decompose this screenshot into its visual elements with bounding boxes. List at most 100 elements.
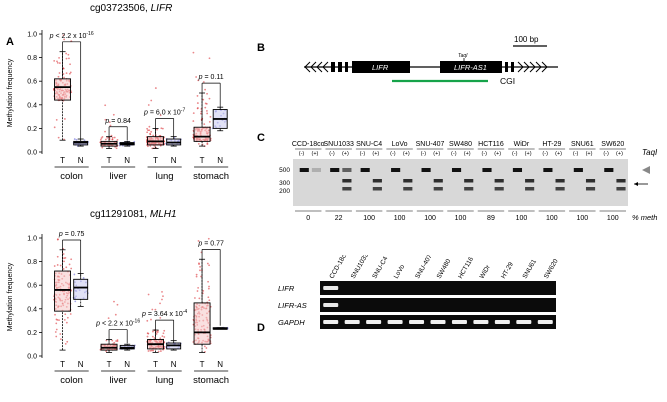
band-cut-300 <box>434 179 443 183</box>
data-point <box>70 268 72 270</box>
data-point <box>68 57 70 59</box>
data-point <box>66 72 68 74</box>
data-point <box>105 139 107 141</box>
data-point <box>150 131 152 133</box>
data-point <box>59 333 61 335</box>
data-point <box>205 347 207 349</box>
gel-d-row-label: LIFR-AS <box>278 301 307 310</box>
lane-minus-label: (-) <box>512 151 518 157</box>
band-uncut <box>482 168 491 172</box>
band-cut-200 <box>464 187 473 191</box>
pvalue-value: = 0.11 <box>204 74 223 81</box>
box-colon-N <box>74 279 88 299</box>
data-point <box>200 113 202 115</box>
tissue-label-colon: colon <box>60 375 83 386</box>
group-label: T <box>153 156 158 165</box>
box-stomach-T <box>194 127 210 141</box>
data-point <box>104 131 106 133</box>
data-point <box>105 350 107 352</box>
data-point <box>56 319 58 321</box>
data-point <box>54 126 56 128</box>
data-point <box>196 274 198 276</box>
data-point <box>58 76 60 78</box>
box-colon-T <box>55 79 71 100</box>
group-label: T <box>200 360 205 369</box>
group-label: T <box>153 360 158 369</box>
band-expressed <box>323 303 338 307</box>
data-point <box>197 95 199 97</box>
percent-meth-value: 100 <box>455 215 467 222</box>
band-gapdh <box>430 320 445 324</box>
data-point <box>208 286 210 288</box>
data-point <box>147 332 149 334</box>
pvalue-value: = 6.0 x 10 <box>150 110 181 117</box>
data-point <box>146 128 148 130</box>
lane-plus-label: (+) <box>464 151 471 157</box>
data-point <box>55 331 57 333</box>
percent-meth-value: 100 <box>546 215 558 222</box>
band-cut-200 <box>373 187 382 191</box>
data-point <box>151 309 153 311</box>
band-uncut <box>330 168 339 172</box>
band-cut-300 <box>495 179 504 183</box>
y-tick-label: 0.2 <box>27 330 37 337</box>
pvalue-exp: -4 <box>183 309 188 315</box>
lane-plus-label: (+) <box>403 151 410 157</box>
tissue-label-liver: liver <box>109 375 126 386</box>
pvalue-p: p <box>49 33 56 40</box>
y-tick-label: 0.8 <box>27 55 37 62</box>
data-point <box>114 137 116 139</box>
pvalue-value: = 0.84 <box>111 118 131 125</box>
data-point <box>54 314 56 316</box>
lane-plus-label: (+) <box>433 151 440 157</box>
group-label: N <box>217 156 223 165</box>
data-point <box>66 58 68 60</box>
data-point <box>66 341 68 343</box>
band-cut-200 <box>495 187 504 191</box>
data-point <box>162 295 164 297</box>
percent-meth-value: 100 <box>576 215 588 222</box>
data-point <box>56 119 58 121</box>
data-point <box>203 81 205 83</box>
data-point <box>111 340 113 342</box>
band-cut-300 <box>586 179 595 183</box>
tissue-label-lung: lung <box>156 171 174 182</box>
plot2-title: cg11291081, MLH1 <box>90 209 177 220</box>
band-cut-300 <box>464 179 473 183</box>
tissue-label-liver: liver <box>109 171 126 182</box>
data-point <box>73 274 75 276</box>
plot1-gene: LIFR <box>151 3 173 14</box>
data-point <box>83 277 85 279</box>
y-tick-label: 1.0 <box>27 236 37 243</box>
data-point <box>206 110 208 112</box>
plot2-gene: MLH1 <box>150 209 177 220</box>
lane-label: WiDr <box>479 263 493 280</box>
lane-minus-label: (-) <box>329 151 335 157</box>
gel-d-strip-LIFR-AS <box>320 298 556 312</box>
data-point <box>161 291 163 293</box>
data-point <box>113 114 115 116</box>
percent-meth-value: 0 <box>306 215 310 222</box>
size-marker-label: 200 <box>279 188 290 195</box>
data-point <box>65 53 67 55</box>
lane-plus-label: (+) <box>525 151 532 157</box>
band-cut-300 <box>342 179 351 183</box>
data-point <box>199 269 201 271</box>
data-point <box>63 68 65 70</box>
tissue-label-lung: lung <box>156 375 174 386</box>
data-point <box>206 93 208 95</box>
tissue-label-colon: colon <box>60 171 83 182</box>
data-point <box>204 89 206 91</box>
lane-minus-label: (-) <box>482 151 488 157</box>
box-stomach-T <box>194 303 210 344</box>
pvalue-exp: -16 <box>86 31 93 37</box>
data-point <box>198 143 200 145</box>
data-point <box>106 340 108 342</box>
data-point <box>209 98 211 100</box>
band-cut-300 <box>373 179 382 183</box>
taqi-site-label: TaqI <box>458 53 468 59</box>
data-point <box>70 258 72 260</box>
cell-line-label: HT-29 <box>542 141 561 148</box>
data-point <box>100 139 102 141</box>
data-point <box>57 256 59 258</box>
